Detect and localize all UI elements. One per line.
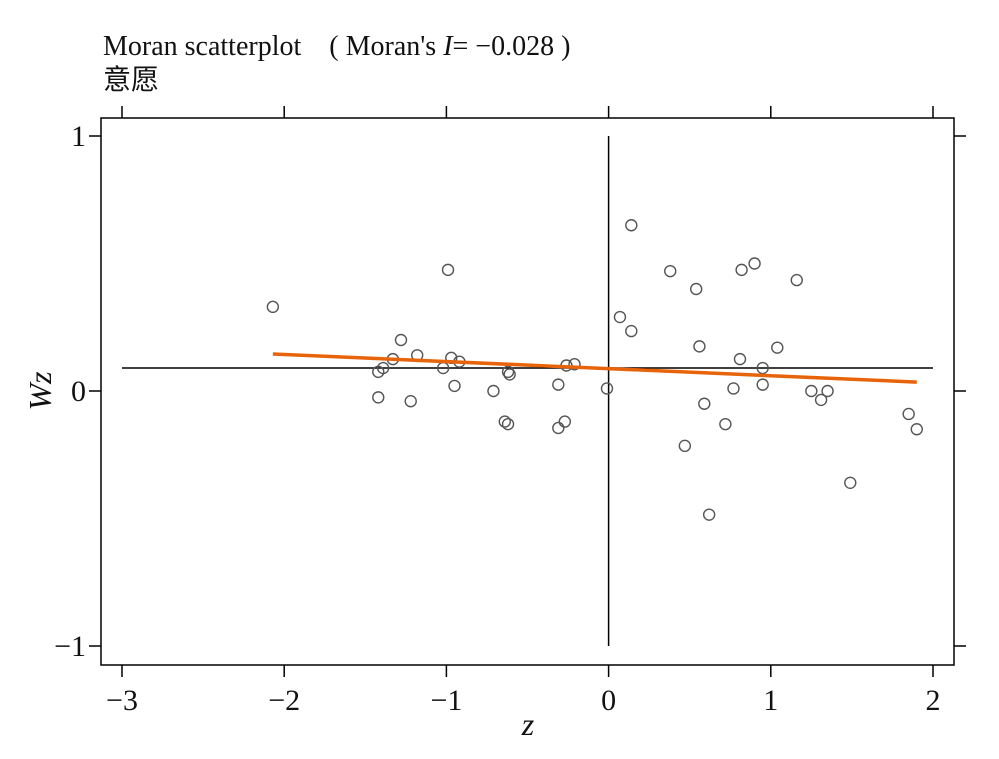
data-point: [771, 341, 784, 354]
data-point: [625, 219, 638, 232]
data-point: [404, 395, 417, 408]
reference-lines: [122, 136, 933, 646]
y-axis-label: Wz: [22, 371, 58, 411]
data-point: [698, 397, 711, 410]
data-point: [727, 382, 740, 395]
chart-title: Moran scatterplot ( Moran's I= −0.028 ): [103, 30, 570, 64]
data-point: [844, 476, 857, 489]
data-point: [266, 300, 280, 314]
data-point: [689, 282, 703, 296]
data-point: [448, 379, 461, 393]
x-tick-label: 0: [601, 684, 616, 717]
data-point: [664, 264, 677, 278]
data-point: [821, 384, 834, 398]
data-point: [558, 415, 572, 428]
x-tick-label: −3: [106, 684, 138, 717]
x-axis-label: z: [521, 706, 535, 742]
x-tick-label: −1: [430, 684, 462, 717]
data-point: [552, 421, 565, 435]
y-tick-label: 1: [71, 120, 86, 153]
data-point: [625, 324, 638, 338]
data-point: [693, 340, 706, 353]
data-point: [910, 423, 923, 436]
data-point: [552, 378, 565, 391]
data-point: [372, 391, 385, 404]
y-tick-label: −1: [54, 630, 86, 663]
x-tick-label: −2: [268, 684, 300, 717]
x-tick-label: 1: [763, 684, 778, 717]
y-tick-label: 0: [71, 375, 86, 408]
data-points: [266, 219, 923, 521]
data-point: [748, 257, 761, 270]
data-point: [814, 393, 828, 407]
data-point: [790, 273, 803, 287]
data-point: [568, 358, 581, 371]
data-point: [756, 378, 769, 391]
chart-title-suffix: = −0.028 ): [452, 31, 571, 62]
data-point: [702, 508, 716, 521]
data-point: [498, 415, 511, 428]
data-point: [735, 263, 748, 277]
data-point: [600, 382, 614, 395]
chart-title-prefix: Moran scatterplot ( Moran's: [103, 31, 444, 62]
fit-line: [272, 352, 917, 384]
chart-subtitle: 意愿: [103, 65, 160, 96]
fit-line-group: [272, 352, 917, 384]
data-point: [501, 365, 515, 379]
data-point: [719, 417, 732, 431]
data-point: [487, 384, 500, 398]
data-point: [902, 407, 915, 421]
data-point: [376, 361, 390, 375]
chart-title-block: Moran scatterplot ( Moran's I= −0.028 ) …: [103, 30, 570, 98]
data-point: [733, 352, 747, 366]
x-tick-label: 2: [926, 684, 941, 717]
data-point: [501, 417, 515, 431]
x-axis-ticks: −3 −2 −1 0 1 2: [106, 106, 941, 717]
data-point: [394, 333, 408, 347]
data-point: [613, 310, 627, 324]
y-axis-ticks: −1 0 1: [54, 120, 966, 663]
plot-area-frame: [100, 117, 955, 666]
data-point: [756, 361, 769, 375]
moran-i-symbol: I: [443, 31, 453, 62]
data-point: [441, 263, 455, 277]
data-point: [678, 439, 692, 453]
data-point: [805, 384, 818, 398]
data-point: [503, 368, 516, 381]
